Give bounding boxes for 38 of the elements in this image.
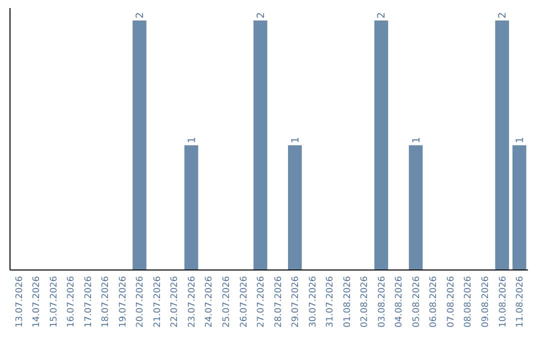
data-label: 2 [256, 12, 267, 18]
x-tick-label: 01.08.2026 [342, 276, 353, 328]
x-tick-label: 18.07.2026 [101, 276, 112, 328]
x-tick-label: 24.07.2026 [204, 276, 215, 328]
x-tick-label: 25.07.2026 [222, 276, 232, 328]
x-tick-label: 13.07.2026 [14, 276, 25, 328]
x-tick-label: 28.07.2026 [274, 276, 284, 328]
x-tick-label: 27.07.2026 [256, 276, 267, 328]
x-tick-label: 31.07.2026 [326, 276, 336, 328]
x-tick-label: 14.07.2026 [32, 276, 42, 328]
x-tick-label: 23.07.2026 [187, 276, 198, 328]
x-tick-label: 29.07.2026 [291, 276, 302, 328]
data-label: 1 [514, 136, 526, 144]
x-tick-label: 15.07.2026 [49, 276, 60, 328]
x-tick-label: 07.08.2026 [446, 276, 456, 328]
x-tick-label: 02.08.2026 [360, 276, 370, 328]
x-tick-label: 20.07.2026 [136, 276, 146, 328]
x-tick-label: 19.07.2026 [118, 276, 128, 328]
x-tick-label: 11.08.2026 [516, 276, 526, 328]
x-tick-label: 22.07.2026 [170, 276, 180, 328]
data-label: 2 [135, 12, 146, 18]
x-tick-label: 30.07.2026 [308, 276, 318, 328]
x-tick-label: 08.08.2026 [464, 276, 474, 328]
x-tick-label: 26.07.2026 [239, 276, 250, 328]
x-tick-label: 09.08.2026 [480, 276, 491, 328]
x-tick-label: 03.08.2026 [377, 276, 388, 328]
data-label: 2 [498, 12, 509, 18]
data-label: 1 [290, 136, 302, 144]
x-tick-label: 05.08.2026 [412, 276, 422, 328]
x-tick-label: 21.07.2026 [152, 276, 163, 328]
data-label: 2 [376, 12, 388, 18]
x-tick-label: 06.08.2026 [429, 276, 440, 328]
x-tick-label: 17.07.2026 [84, 276, 94, 328]
data-label: 1 [186, 136, 198, 144]
x-tick-label: 04.08.2026 [394, 276, 405, 328]
x-tick-label: 16.07.2026 [66, 276, 77, 328]
data-label: 1 [411, 136, 422, 144]
x-tick-label: 10.08.2026 [498, 276, 508, 328]
